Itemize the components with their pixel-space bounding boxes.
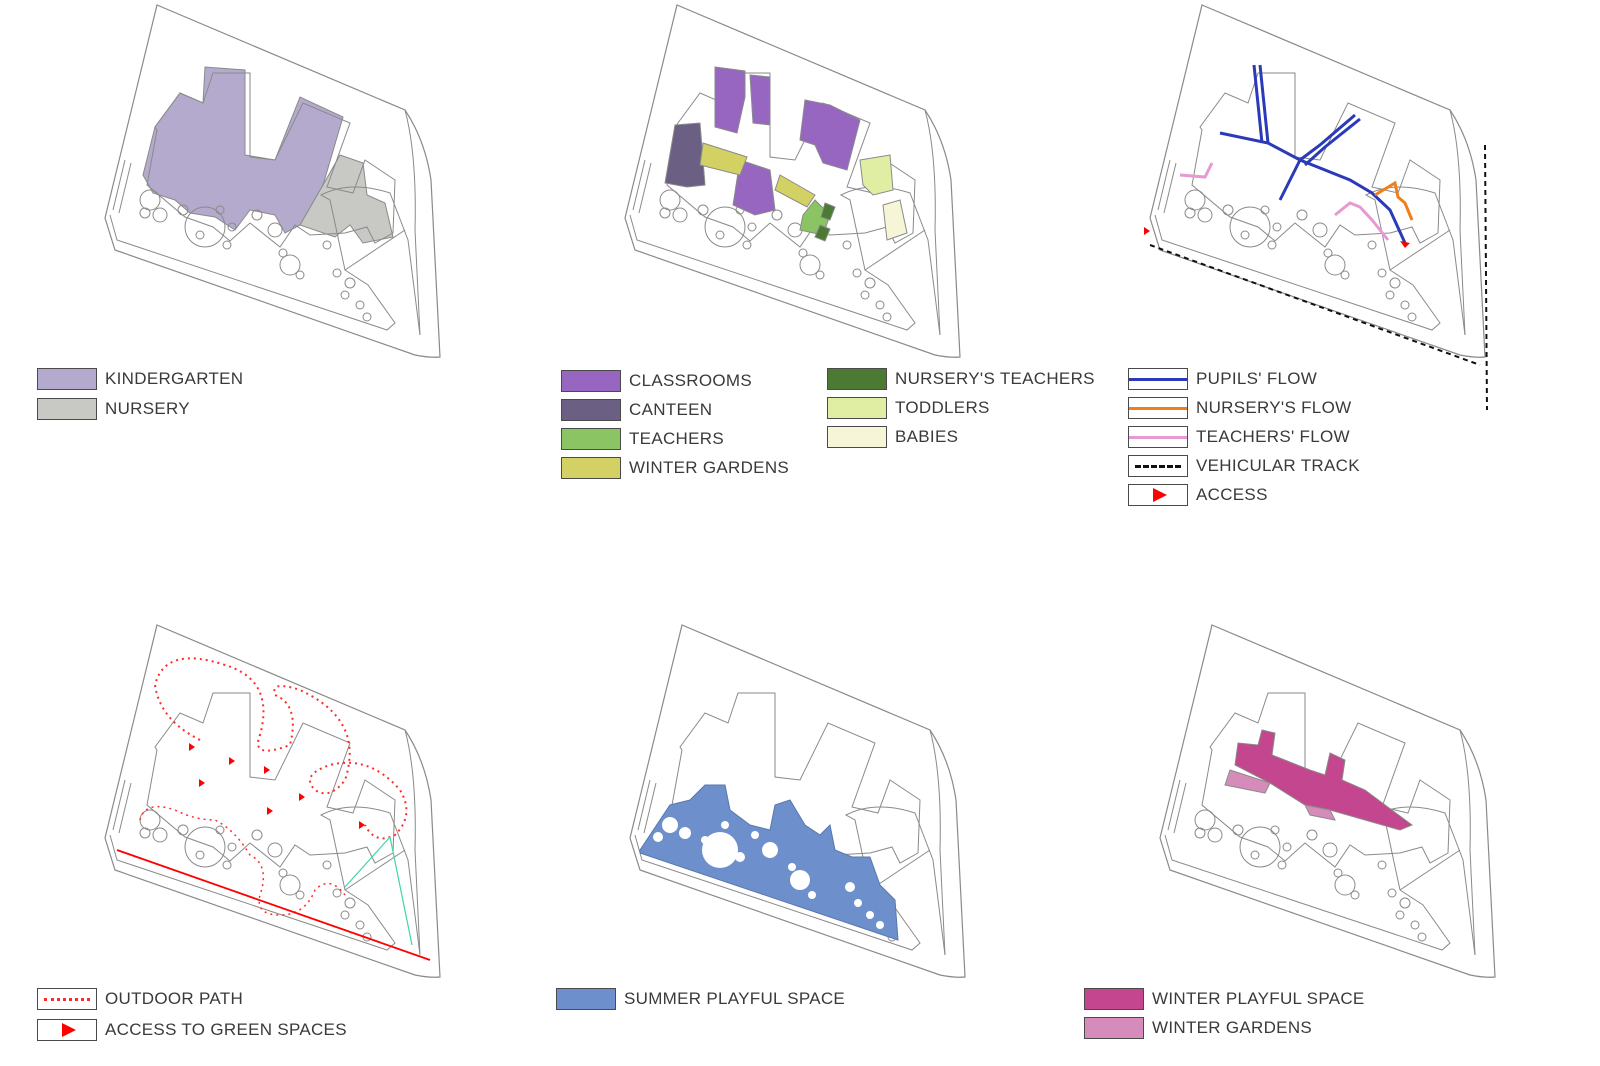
legend-label: KINDERGARTEN <box>105 369 244 388</box>
site-plan-outdoor <box>104 624 441 978</box>
legend-swatch <box>827 426 887 448</box>
legend-item: WINTER GARDENS <box>561 454 789 482</box>
nursery-flow-path <box>1374 180 1414 221</box>
legend-swatch <box>561 399 621 421</box>
nursery-area <box>299 154 394 244</box>
site-plan-summer <box>629 624 966 978</box>
site-plan-winter <box>1159 624 1496 978</box>
legend-item: NURSERY'S FLOW <box>1128 394 1351 422</box>
legend-item: WINTER PLAYFUL SPACE <box>1084 985 1365 1013</box>
legend-swatch <box>1128 397 1188 419</box>
legend-swatch <box>1128 426 1188 448</box>
legend-item: CLASSROOMS <box>561 367 752 395</box>
legend-item: ACCESS <box>1128 481 1268 509</box>
legend-swatch <box>1128 455 1188 477</box>
access-marker <box>1144 227 1150 235</box>
legend-swatch <box>827 368 887 390</box>
legend-label: VEHICULAR TRACK <box>1196 456 1360 475</box>
legend-label: SUMMER PLAYFUL SPACE <box>624 989 846 1008</box>
legend-label: PUPILS' FLOW <box>1196 369 1318 388</box>
site-plan-functions <box>624 4 961 358</box>
boundary-line <box>116 849 431 961</box>
toddlers-area <box>859 154 894 196</box>
classrooms-area <box>714 66 746 134</box>
legend-swatch <box>561 370 621 392</box>
winter-gardens-area <box>699 142 748 176</box>
legend-swatch <box>561 457 621 479</box>
winter-playful-area <box>1234 729 1414 831</box>
legend-swatch <box>827 397 887 419</box>
legend-label: TEACHERS <box>629 429 724 448</box>
green-space-access-markers <box>189 743 365 829</box>
legend-item: TEACHERS <box>561 425 724 453</box>
legend-label: WINTER GARDENS <box>1152 1018 1313 1037</box>
legend-label: TODDLERS <box>895 398 990 417</box>
legend-label: NURSERY'S FLOW <box>1196 398 1352 417</box>
vehicular-track-path <box>1149 144 1488 411</box>
legend-swatch <box>556 988 616 1010</box>
legend-label: CANTEEN <box>629 400 713 419</box>
legend-item: NURSERY <box>37 395 190 423</box>
legend-label: WINTER GARDENS <box>629 458 790 477</box>
legend-item: OUTDOOR PATH <box>37 985 243 1013</box>
legend-label: ACCESS <box>1196 485 1268 504</box>
legend-item: TODDLERS <box>827 394 990 422</box>
summer-playful-area <box>639 784 899 941</box>
legend-item: KINDERGARTEN <box>37 365 243 393</box>
legend-item: VEHICULAR TRACK <box>1128 452 1360 480</box>
legend-item: SUMMER PLAYFUL SPACE <box>556 985 845 1013</box>
legend-swatch <box>37 398 97 420</box>
legend-label: ACCESS TO GREEN SPACES <box>105 1020 347 1039</box>
legend-label: CLASSROOMS <box>629 371 752 390</box>
legend-swatch <box>1084 988 1144 1010</box>
legend-swatch <box>37 988 97 1010</box>
legend-item: ACCESS TO GREEN SPACES <box>37 1016 347 1044</box>
legend-item: BABIES <box>827 423 958 451</box>
legend-item: NURSERY'S TEACHERS <box>827 365 1095 393</box>
legend-label: BABIES <box>895 427 959 446</box>
teachers-flow-path <box>1179 162 1390 241</box>
legend-item: CANTEEN <box>561 396 712 424</box>
winter-gardens-pink-area <box>1224 769 1336 821</box>
site-plan-flows <box>1144 4 1488 411</box>
pupils-flow-path <box>1219 64 1407 244</box>
legend-label: OUTDOOR PATH <box>105 989 244 1008</box>
legend-label: NURSERY'S TEACHERS <box>895 369 1095 388</box>
legend-item: TEACHERS' FLOW <box>1128 423 1350 451</box>
canteen-area <box>664 122 706 188</box>
legend-swatch <box>37 368 97 390</box>
legend-label: NURSERY <box>105 399 190 418</box>
legend-swatch <box>561 428 621 450</box>
legend-swatch <box>1128 484 1188 506</box>
legend-label: WINTER PLAYFUL SPACE <box>1152 989 1365 1008</box>
site-plan-program <box>104 4 441 358</box>
nursery-teachers-area <box>814 202 836 242</box>
legend-item: PUPILS' FLOW <box>1128 365 1317 393</box>
legend-swatch <box>37 1019 97 1041</box>
legend-item: WINTER GARDENS <box>1084 1014 1312 1042</box>
legend-swatch <box>1084 1017 1144 1039</box>
babies-area <box>882 199 908 241</box>
legend-swatch <box>1128 368 1188 390</box>
legend-label: TEACHERS' FLOW <box>1196 427 1350 446</box>
